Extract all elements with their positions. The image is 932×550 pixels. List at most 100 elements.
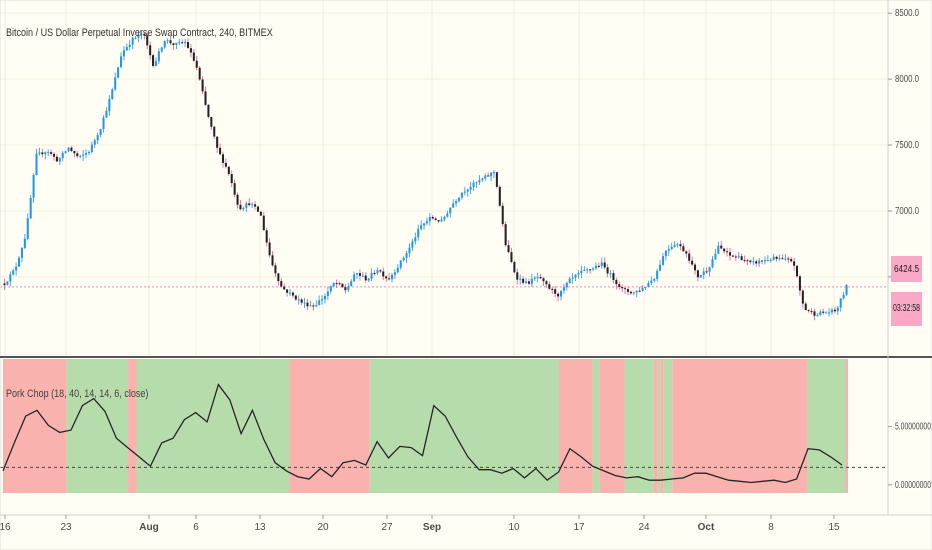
candle-body [70, 147, 73, 151]
candle [469, 182, 472, 195]
candle [47, 149, 50, 156]
candle [323, 293, 326, 304]
indicator-series [0, 383, 888, 484]
candle [117, 66, 120, 79]
candle-body [119, 56, 123, 68]
indicator-region-red [3, 359, 67, 493]
candle [204, 86, 207, 106]
candle [329, 285, 332, 294]
candle-body [650, 280, 653, 284]
candle-body [516, 272, 519, 280]
candle [685, 250, 688, 258]
candle [638, 286, 641, 293]
candle-body [478, 180, 481, 183]
candle [705, 267, 708, 274]
candle [58, 157, 61, 166]
candle [411, 238, 414, 252]
time-tick-label: Aug [139, 522, 158, 533]
candle [775, 255, 778, 262]
candle [417, 224, 420, 241]
candle [661, 253, 664, 266]
candle [539, 274, 542, 280]
indicator-region-red [660, 359, 664, 493]
candle [542, 277, 545, 286]
indicator-regions [3, 359, 848, 493]
candle [656, 268, 659, 282]
candle-body [50, 152, 53, 154]
candle [175, 42, 178, 49]
candle-body [382, 271, 385, 277]
candle [172, 42, 175, 51]
candle-body [131, 37, 134, 45]
candle [198, 66, 201, 81]
candle-body [47, 152, 50, 154]
candle [291, 291, 294, 298]
candle [239, 200, 242, 211]
candle-body [446, 213, 449, 217]
candle-body [318, 300, 321, 306]
candle-body [248, 203, 251, 206]
candle [87, 150, 90, 156]
candle-body [111, 89, 114, 100]
candle-body [589, 269, 592, 271]
candle [516, 268, 519, 285]
candle-body [734, 256, 737, 258]
candle-body [609, 273, 612, 275]
candle [12, 268, 15, 276]
candle-body [23, 238, 26, 248]
candle-body [76, 153, 79, 157]
candle [559, 290, 563, 301]
candle-body [731, 255, 734, 257]
candle-body [152, 55, 155, 66]
candle [163, 40, 166, 49]
candle [589, 268, 592, 274]
candle-body [291, 292, 294, 296]
candle-body [626, 289, 630, 292]
candle [297, 295, 300, 305]
candle-body [565, 282, 568, 288]
candle-body [501, 205, 504, 225]
candle [303, 297, 306, 308]
last-price-tag [891, 256, 922, 282]
candle-body [169, 40, 172, 44]
candle-body [452, 203, 455, 208]
candle-body [425, 221, 428, 224]
candle-body [761, 260, 764, 262]
candle [647, 280, 650, 288]
candle [472, 180, 475, 191]
candle [571, 273, 574, 284]
candle-body [723, 248, 726, 252]
candle-body [105, 110, 108, 118]
candle [728, 247, 732, 261]
candle-body [277, 273, 280, 282]
candle-body [423, 223, 426, 226]
candle [393, 269, 396, 279]
candle [102, 115, 105, 133]
chart-title: Bitcoin / US Dollar Perpetual Inverse Sw… [6, 27, 273, 39]
candle-body [154, 61, 157, 66]
candle [122, 46, 125, 61]
candle [813, 308, 816, 321]
candle-body [670, 246, 673, 250]
candle-body [845, 285, 848, 295]
indicator-region-red [599, 359, 625, 493]
candle-body [117, 67, 120, 78]
candle-body [274, 265, 277, 274]
candle [227, 166, 230, 176]
candle-body [187, 42, 190, 49]
candle-body [268, 242, 271, 256]
candle-body [6, 281, 9, 286]
candle-body [341, 283, 344, 288]
candle [833, 306, 836, 314]
candle [379, 269, 382, 273]
candle-body [711, 259, 714, 268]
candle [67, 147, 70, 153]
candle [787, 256, 790, 263]
candle-body [332, 283, 335, 287]
candle-body [481, 178, 484, 181]
candle-body [326, 291, 329, 297]
candle [169, 35, 172, 46]
candle [157, 48, 160, 65]
price-tags: 6424.5 03:32:58 [891, 256, 922, 326]
